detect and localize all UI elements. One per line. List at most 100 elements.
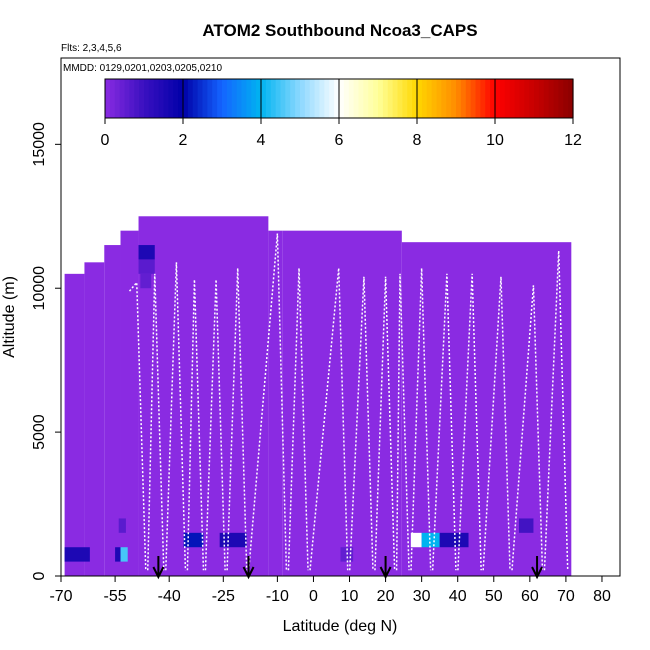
colorbar-segment-28 [241,79,247,118]
colorbar-segment-57 [382,79,389,118]
value-cell-10 [410,532,422,548]
chart-title: ATOM2 Southbound Ncoa3_CAPS [202,21,477,40]
value-cell-5 [138,259,155,274]
colorbar-segment-51 [353,79,360,118]
colorbar-segment-60 [397,79,403,118]
colorbar-segment-21 [207,79,213,118]
x-tick-label-1: -55 [104,588,127,605]
value-cell-3 [118,518,126,533]
value-cell-4 [138,245,155,260]
colorbar-segment-70 [446,79,452,118]
value-cell-7 [183,532,204,548]
plot-frame [60,57,621,577]
x-axis: -70 -55 -40 -25 -10 0 10 20 30 40 50 60 70 80 [49,576,611,605]
colorbar-segment-1 [109,79,116,118]
colorbar-segment-83 [509,79,516,118]
colorbar-segment-11 [158,79,165,118]
colorbar-segment-43 [314,79,321,118]
value-cell-11 [421,532,440,548]
x-tick-label-11: 60 [521,588,539,605]
colorbar-segment-33 [265,79,272,118]
colorbar-segment-71 [451,79,457,118]
colorbar-segment-22 [212,79,218,118]
colorbar-segment-36 [280,79,286,118]
colorbar-segment-94 [563,79,569,118]
colorbar: 0 2 4 6 8 10 12 [101,78,582,149]
y-tick-label-0: 0 [31,571,48,580]
colorbar-segment-24 [222,79,228,118]
flights-note: Flts: 2,3,4,5,6 [61,43,122,54]
value-cell-0 [64,547,90,562]
coverage-region-2 [104,245,121,577]
colorbar-segment-3 [119,79,126,118]
colorbar-tick-label-1: 2 [179,132,188,149]
colorbar-segment-89 [538,79,545,118]
colorbar-segment-15 [178,79,184,118]
sonde-arrow-head-3 [531,566,543,580]
sonde-arrow-head-0 [152,566,165,580]
colorbar-segment-19 [197,79,204,118]
colorbar-segment-27 [236,79,243,118]
colorbar-segment-5 [129,79,135,118]
x-tick-label-13: 80 [593,588,611,605]
colorbar-segment-92 [553,79,559,118]
y-axis-title: Altitude (m) [1,276,18,358]
colorbar-segment-26 [231,79,238,118]
colorbar-segment-47 [334,79,340,118]
colorbar-segment-73 [460,79,467,118]
colorbar-segment-81 [499,79,506,118]
colorbar-segment-25 [226,79,233,118]
value-cell-6 [140,273,152,289]
colorbar-segment-23 [217,79,223,118]
colorbar-segment-76 [475,79,481,118]
colorbar-segment-86 [524,79,530,118]
colorbar-segment-2 [114,79,121,118]
flight-track [128,233,569,571]
colorbar-segment-84 [514,79,520,118]
colorbar-segment-85 [519,79,525,118]
colorbar-tick-label-3: 6 [335,132,344,149]
colorbar-segment-61 [402,79,408,118]
colorbar-segment-0 [105,79,111,118]
colorbar-segment-30 [251,79,257,118]
value-cell-8 [219,532,247,548]
colorbar-segment-18 [192,79,199,118]
colorbar-segment-75 [470,79,477,118]
colorbar-segment-68 [436,79,442,118]
colorbar-tick-label-0: 0 [101,132,110,149]
colorbar-segment-69 [441,79,447,118]
x-tick-label-4: -10 [266,588,289,605]
colorbar-segment-59 [392,79,399,118]
colorbar-segment-80 [495,79,501,118]
colorbar-segment-10 [153,79,160,118]
colorbar-segment-54 [368,79,374,118]
y-tick-label-2: 10000 [31,266,48,311]
x-tick-label-2: -40 [158,588,181,605]
colorbar-segment-12 [163,79,169,118]
x-axis-title: Latitude (deg N) [283,618,398,635]
coverage-region-0 [64,273,85,576]
colorbar-segment-38 [290,79,296,118]
sonde-arrow-head-1 [242,566,255,580]
y-tick-label-1: 5000 [31,414,48,450]
colorbar-segment-42 [309,79,316,118]
x-tick-label-0: -70 [49,588,72,605]
colorbar-segment-74 [465,79,472,118]
colorbar-segment-82 [504,79,511,118]
colorbar-segment-49 [343,79,350,118]
colorbar-segment-46 [329,79,335,118]
colorbar-segment-56 [378,79,384,118]
colorbar-segment-48 [339,79,345,118]
colorbar-segment-44 [319,79,325,118]
colorbar-segment-63 [412,79,418,118]
colorbar-segment-41 [304,79,311,118]
colorbar-segment-78 [485,79,491,118]
coverage-region-3 [120,230,139,576]
colorbar-segment-20 [202,79,208,118]
colorbar-segment-79 [490,79,496,118]
dates-note: MMDD: 0129,0201,0203,0205,0210 [63,63,222,74]
colorbar-segment-53 [363,79,369,118]
colorbar-segment-90 [543,79,550,118]
x-tick-label-3: -25 [212,588,235,605]
colorbar-segment-45 [324,79,330,118]
